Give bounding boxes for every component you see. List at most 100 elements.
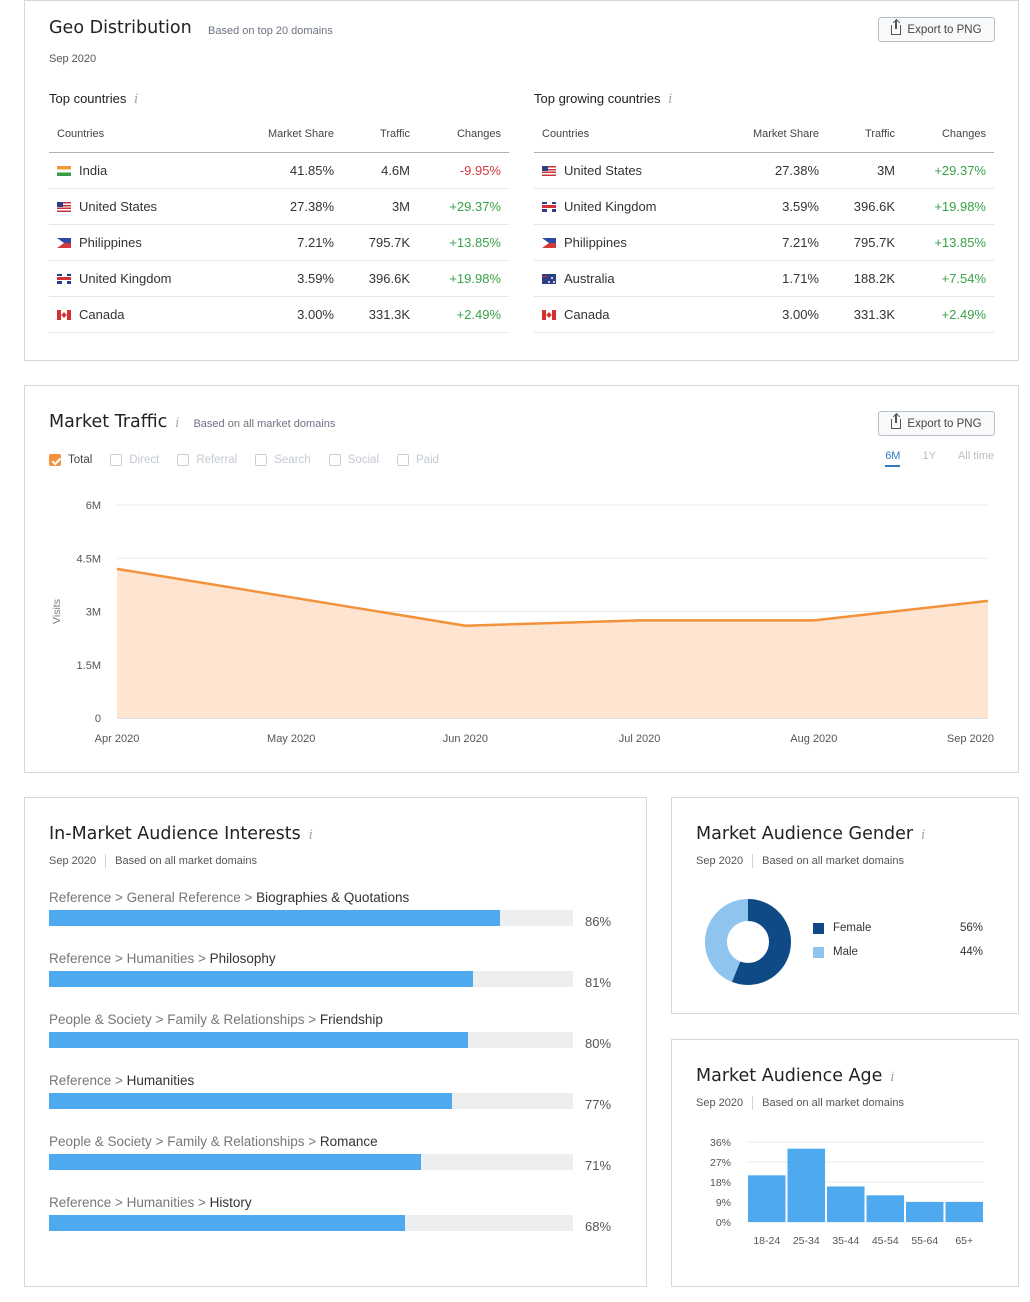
checkbox[interactable]: [110, 454, 123, 466]
market-share-cell: 1.71%: [782, 271, 819, 286]
country-cell[interactable]: United Kingdom: [534, 199, 730, 214]
header-market-share[interactable]: Market Share: [752, 127, 819, 140]
bar-age-35-44[interactable]: [827, 1186, 865, 1222]
legend-label: Social: [347, 454, 379, 466]
tab-period-1y[interactable]: 1Y: [922, 450, 936, 462]
interest-bar-track: [49, 1215, 573, 1231]
country-name: United States: [564, 163, 643, 178]
top-countries-title-text: Top countries: [49, 91, 127, 106]
interest-bar-fill: [49, 1093, 453, 1109]
x-tick-label: 25-34: [793, 1235, 820, 1247]
interest-percent: 86%: [585, 914, 612, 929]
table-row: Canada 3.00% 331.3K +2.49%: [534, 297, 994, 333]
donut-slice-male[interactable]: [705, 899, 791, 985]
market-share-cell: 7.21%: [782, 235, 819, 250]
traffic-cell: 396.6K: [853, 199, 895, 214]
list-item: People & Society > Family & Relationship…: [49, 1134, 621, 1173]
legend-label: Referral: [196, 454, 238, 466]
x-tick-label: Apr 2020: [95, 733, 140, 745]
header-countries[interactable]: Countries: [57, 127, 105, 140]
checkbox[interactable]: [397, 454, 409, 466]
header-market-share[interactable]: Market Share: [267, 127, 334, 140]
legend-item-social[interactable]: Social: [328, 454, 379, 466]
interest-bar-track: [49, 910, 573, 926]
list-item: Reference > Humanities > History 68%: [49, 1195, 621, 1234]
legend-item-referral[interactable]: Referral: [177, 454, 237, 466]
interest-name: History: [209, 1195, 252, 1210]
header-changes[interactable]: Changes: [941, 127, 986, 140]
country-cell[interactable]: United States: [534, 163, 730, 178]
bar-age-45-54[interactable]: [866, 1195, 905, 1222]
y-tick-label: 1.5M: [77, 660, 101, 672]
bar-age-18-24[interactable]: [748, 1175, 786, 1222]
header-countries[interactable]: Countries: [542, 127, 590, 140]
series-line-total: [116, 567, 989, 627]
traffic-cell: 331.3K: [853, 307, 895, 322]
table-row: United States 27.38% 3M +29.37%: [49, 189, 509, 225]
country-cell[interactable]: United Kingdom: [49, 271, 245, 286]
country-cell[interactable]: Australia: [534, 271, 730, 286]
country-cell[interactable]: Philippines: [534, 235, 730, 250]
list-item: Reference > Humanities > Philosophy 81%: [49, 951, 621, 990]
interest-name: Humanities: [126, 1073, 195, 1088]
bar-age-55-64[interactable]: [906, 1202, 944, 1222]
info-icon[interactable]: i: [308, 828, 313, 843]
interest-name: Friendship: [319, 1012, 383, 1027]
interest-bar-track: [49, 1032, 573, 1048]
traffic-subtitle: Based on all market domains: [193, 418, 336, 430]
gender-legend: Female 56% Male 44%: [813, 916, 983, 964]
interests-title: In-Market Audience Interests: [49, 824, 301, 844]
checkbox[interactable]: [49, 454, 61, 466]
legend-item-search[interactable]: Search: [255, 454, 311, 466]
legend-item-total[interactable]: Total: [49, 454, 92, 466]
info-icon[interactable]: i: [175, 416, 180, 431]
traffic-cell: 3M: [391, 199, 410, 214]
y-tick-label: 9%: [716, 1197, 731, 1209]
country-cell[interactable]: Philippines: [49, 235, 245, 250]
geo-export-button[interactable]: Export to PNG: [878, 17, 995, 42]
header-traffic[interactable]: Traffic: [380, 127, 410, 140]
table-row: Canada 3.00% 331.3K +2.49%: [49, 297, 509, 333]
country-cell[interactable]: Canada: [49, 307, 245, 322]
legend-item-direct[interactable]: Direct: [110, 454, 159, 466]
interest-bar-track: [49, 1154, 573, 1170]
series-area-total: [117, 568, 988, 718]
bar-age-65plus[interactable]: [945, 1202, 984, 1222]
info-icon[interactable]: i: [890, 1070, 895, 1085]
change-cell: +2.49%: [456, 307, 501, 322]
tab-period-all-time[interactable]: All time: [957, 450, 994, 462]
checkbox[interactable]: [328, 454, 341, 466]
interest-label: Reference > Humanities > Philosophy: [49, 951, 621, 971]
interests-meta: Sep 2020 Based on all market domains: [49, 854, 257, 868]
interest-bar-track: [49, 971, 573, 987]
country-cell[interactable]: Canada: [534, 307, 730, 322]
tab-period-6m[interactable]: 6M: [885, 450, 901, 467]
country-cell[interactable]: United States: [49, 199, 245, 214]
gender-meta: Sep 2020 Based on all market domains: [696, 854, 904, 868]
country-cell[interactable]: India: [49, 163, 245, 178]
table-header: Countries Market Share Traffic Changes: [534, 115, 994, 153]
gender-subtitle: Based on all market domains: [762, 855, 904, 867]
market-share-cell: 27.38%: [289, 199, 334, 214]
header-changes[interactable]: Changes: [456, 127, 501, 140]
info-icon[interactable]: i: [664, 92, 673, 107]
country-name: Philippines: [79, 235, 142, 250]
table-row: Philippines 7.21% 795.7K +13.85%: [534, 225, 994, 261]
y-tick-label: 18%: [710, 1177, 731, 1189]
header-traffic[interactable]: Traffic: [865, 127, 895, 140]
market-share-cell: 27.38%: [774, 163, 819, 178]
bar-age-25-34[interactable]: [787, 1148, 826, 1222]
info-icon[interactable]: i: [921, 828, 926, 843]
interest-path: Reference >: [49, 1073, 127, 1088]
top-growing-title: Top growing countries i: [534, 91, 994, 115]
info-icon[interactable]: i: [129, 92, 139, 107]
traffic-cell: 795.7K: [853, 235, 895, 250]
flag-uk-icon: [57, 273, 71, 284]
interest-percent: 81%: [585, 975, 612, 990]
interests-subtitle: Based on all market domains: [115, 855, 257, 867]
checkbox[interactable]: [255, 454, 268, 466]
checkbox[interactable]: [177, 454, 190, 466]
change-cell: +29.37%: [449, 199, 501, 214]
traffic-export-button[interactable]: Export to PNG: [878, 411, 995, 436]
legend-item-paid[interactable]: Paid: [397, 454, 439, 466]
